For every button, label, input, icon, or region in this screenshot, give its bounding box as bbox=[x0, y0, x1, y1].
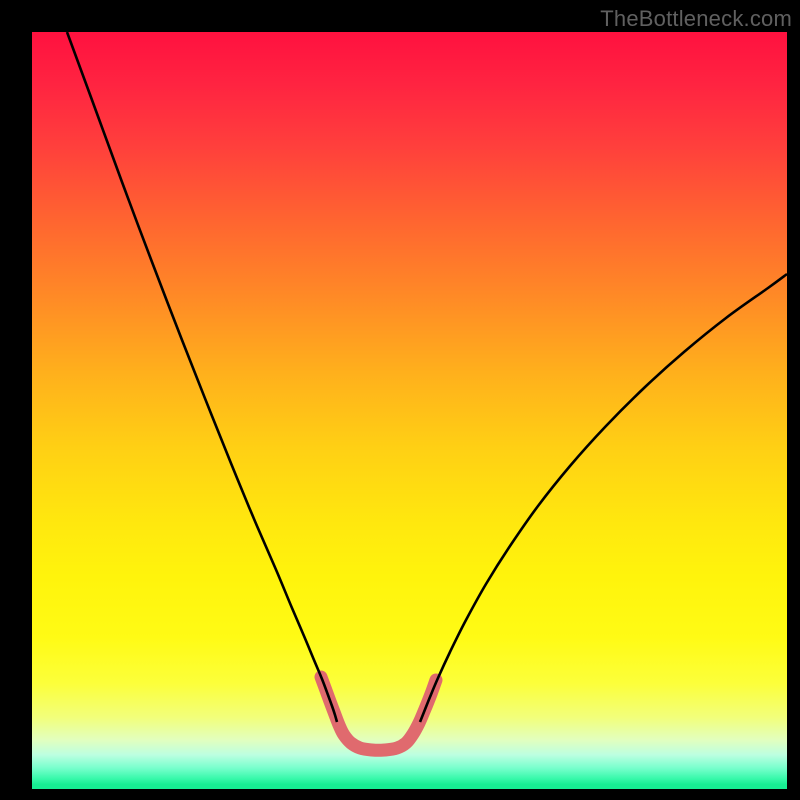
valley-highlight-curve bbox=[321, 677, 436, 750]
chart-container: TheBottleneck.com bbox=[0, 0, 800, 800]
plot-area bbox=[32, 32, 787, 789]
bottleneck-curves bbox=[32, 32, 787, 789]
right-curve bbox=[420, 274, 787, 722]
watermark-text: TheBottleneck.com bbox=[600, 6, 792, 32]
left-curve bbox=[67, 32, 337, 722]
